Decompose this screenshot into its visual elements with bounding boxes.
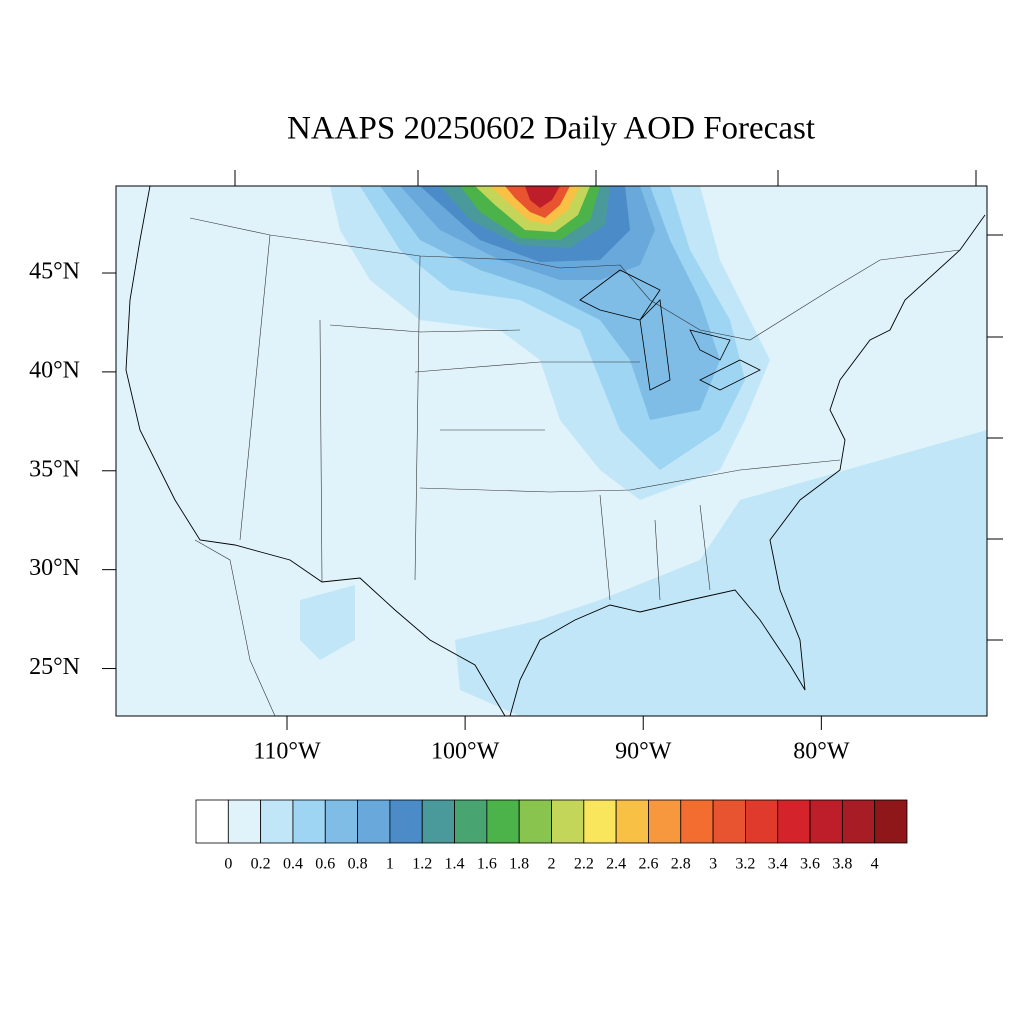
colorbar-box	[777, 799, 811, 844]
colorbar-box	[583, 799, 617, 844]
colorbar-box	[615, 799, 649, 844]
aod-region	[455, 430, 987, 716]
lat-tick-label: 25°N	[29, 654, 80, 680]
colorbar-box	[745, 799, 779, 844]
lon-tick-label: 110°W	[253, 739, 321, 765]
colorbar-label: 0.4	[283, 856, 303, 873]
colorbar-box	[648, 799, 682, 844]
colorbar-label: 1.6	[477, 856, 497, 873]
colorbar-label: 2.2	[574, 856, 594, 873]
borders	[189, 217, 961, 716]
colorbar-box	[712, 799, 746, 844]
colorbar-label: 1.4	[445, 856, 465, 873]
colorbar-box	[421, 799, 455, 844]
map-frame	[115, 185, 988, 717]
colorbar-label: 1.2	[412, 856, 432, 873]
graticule-ticks	[234, 170, 1003, 641]
lat-tick-label: 30°N	[29, 555, 80, 581]
colorbar-box	[680, 799, 714, 844]
colorbar-label: 0.6	[315, 856, 335, 873]
coastline	[125, 186, 986, 716]
colorbar-label: 2.4	[606, 856, 626, 873]
colorbar-label: 3.6	[800, 856, 820, 873]
lon-tick-label: 90°W	[615, 739, 672, 765]
lat-tick-label: 40°N	[29, 357, 80, 383]
colorbar-box	[809, 799, 843, 844]
lat-tick-label: 45°N	[29, 259, 80, 285]
colorbar-label: 0.2	[251, 856, 271, 873]
aod-field	[116, 186, 987, 716]
colorbar-label: 3.8	[832, 856, 852, 873]
colorbar-label: 3.2	[735, 856, 755, 873]
colorbar: 0 0.2 0.4 0.6 0.8 1 1.2 1.4 1.6 1.8 2 2.2 2.4 2.6 2.8 3…	[195, 799, 908, 873]
colorbar-label: 3	[709, 856, 717, 873]
colorbar-box	[389, 799, 423, 844]
colorbar-box	[841, 799, 876, 844]
lat-tick-label: 35°N	[29, 456, 80, 482]
colorbar-label: 2.8	[671, 856, 691, 873]
colorbar-box	[227, 799, 262, 844]
axis-ticks: 45°N 40°N 35°N 30°N 25°N 110°W 100°W 90°W 80°W	[29, 259, 850, 765]
colorbar-box	[551, 799, 585, 844]
colorbar-label: 1	[386, 856, 394, 873]
colorbar-box	[486, 799, 520, 844]
colorbar-box	[454, 799, 488, 844]
colorbar-box	[292, 799, 326, 844]
colorbar-label: 4	[871, 856, 879, 873]
colorbar-label: 2.6	[638, 856, 658, 873]
colorbar-box	[874, 799, 908, 844]
colorbar-label: 3.4	[768, 856, 788, 873]
aod-region	[300, 585, 355, 660]
colorbar-box	[260, 799, 294, 844]
colorbar-label: 0.8	[348, 856, 368, 873]
colorbar-box	[357, 799, 391, 844]
colorbar-box	[518, 799, 552, 844]
colorbar-box	[324, 799, 358, 844]
aod-region	[525, 186, 560, 208]
colorbar-box	[195, 799, 229, 844]
lon-tick-label: 80°W	[793, 739, 850, 765]
lon-tick-label: 100°W	[431, 739, 500, 765]
colorbar-label: 1.8	[509, 856, 529, 873]
colorbar-label: 0	[224, 856, 232, 873]
great-lakes	[579, 269, 761, 391]
colorbar-label: 2	[548, 856, 556, 873]
map-title: NAAPS 20250602 Daily AOD Forecast	[287, 111, 815, 147]
